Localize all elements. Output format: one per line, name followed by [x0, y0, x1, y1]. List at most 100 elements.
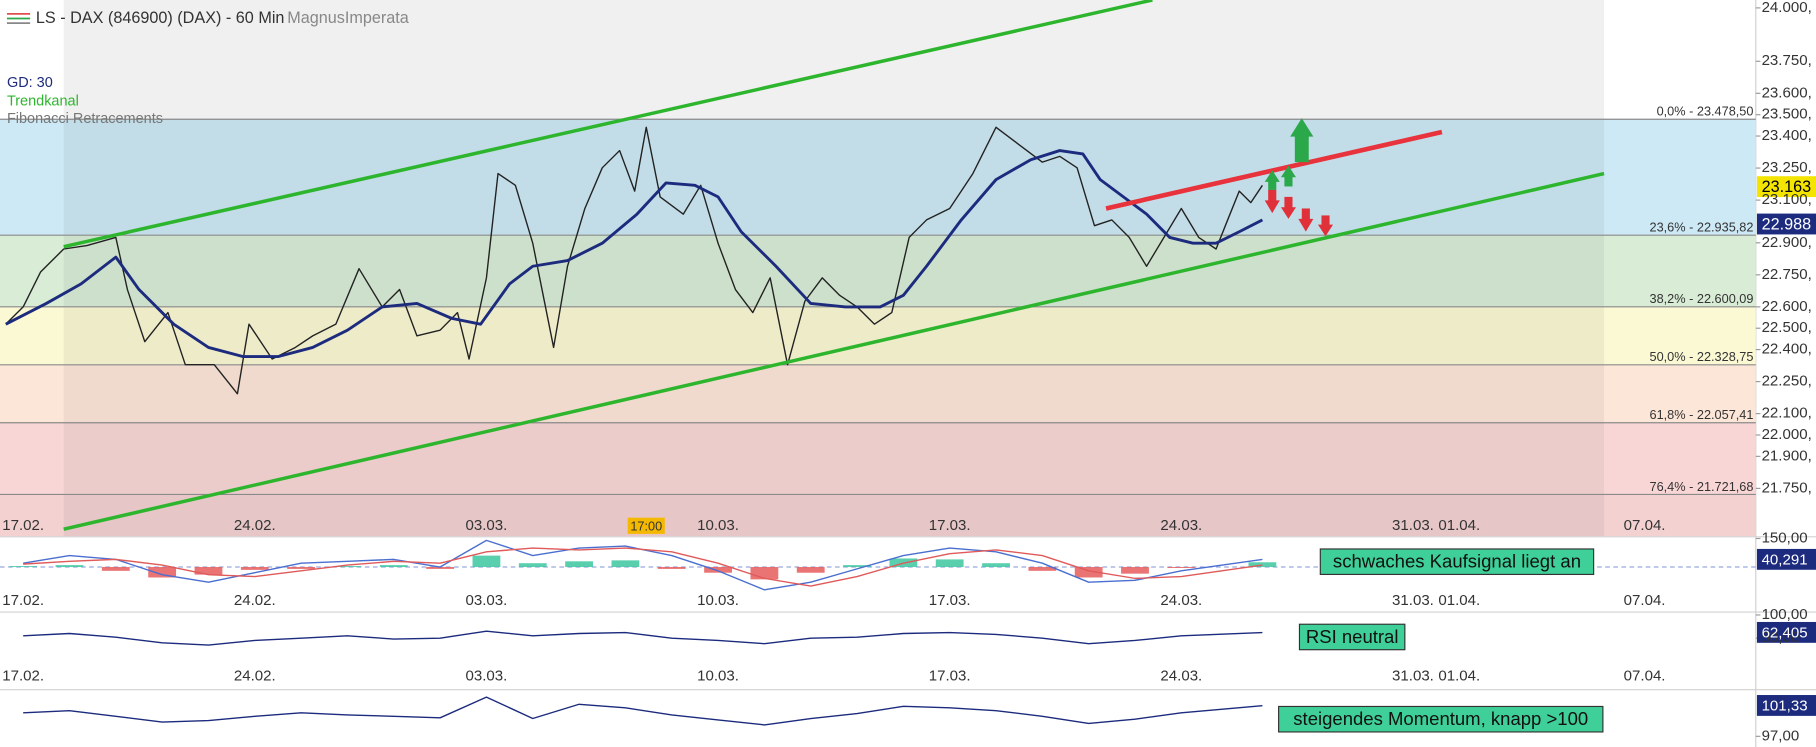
legend-entry: GD: 30 — [7, 75, 53, 91]
fib-band — [63, 0, 1605, 120]
annotation-box — [1319, 548, 1595, 576]
histogram-bar — [982, 563, 1010, 568]
signal-arrows — [1264, 118, 1334, 237]
fib-label: 61,8% - 22.057,41 — [1650, 407, 1754, 422]
y-tick-label: 50,00 — [1762, 629, 1800, 646]
fib-band — [0, 235, 1756, 307]
x-tick-label: 01.04. — [1438, 667, 1480, 684]
y-tick-label: 22.400, — [1762, 341, 1812, 358]
histogram-bar — [657, 567, 686, 569]
histogram-bar — [611, 560, 640, 568]
x-tick-label: 31.03. — [1392, 517, 1434, 534]
x-tick-label: 24.03. — [1160, 667, 1202, 684]
last-value-label: 101,33 — [1762, 698, 1808, 715]
last-value-label: 62,405 — [1762, 625, 1808, 642]
histogram-bar — [472, 555, 501, 568]
y-tick-label: 150,00 — [1762, 529, 1808, 546]
x-tick-label: 24.02. — [234, 517, 276, 534]
histogram-bar — [55, 565, 84, 568]
fib-band — [0, 422, 1756, 495]
x-tick-label: 17.02. — [2, 517, 44, 534]
author: MagnusImperata — [287, 9, 410, 27]
x-tick-label: 17.02. — [2, 667, 44, 684]
histogram-bar — [194, 567, 223, 575]
histogram-bar — [101, 567, 130, 571]
down-arrow — [1317, 215, 1334, 237]
trendline — [63, 0, 1153, 249]
y-tick-label: 23.750, — [1762, 52, 1812, 69]
y-tick-label: 100,00 — [1762, 606, 1808, 623]
marks — [5, 0, 1816, 726]
fib-band — [0, 494, 1756, 537]
up-arrow — [1264, 170, 1280, 190]
legend-entry: Fibonacci Retracements — [7, 111, 163, 127]
y-tick-label: 22.750, — [1762, 266, 1812, 283]
histogram-bar — [1167, 567, 1196, 568]
x-tick-label: 17.03. — [929, 592, 971, 609]
annotation: RSI neutral — [1306, 626, 1399, 647]
x-tick-label: 03.03. — [466, 667, 508, 684]
x-tick-label: 17.03. — [929, 667, 971, 684]
chart-title: LS - DAX (846900) (DAX) - 60 Min — [36, 9, 285, 27]
crosshair-box — [627, 517, 665, 534]
histogram-bar — [240, 567, 269, 570]
y-tick-label: 22.100, — [1762, 405, 1812, 422]
fib-label: 76,4% - 21.721,68 — [1650, 479, 1754, 494]
y-tick-label: 22.900, — [1762, 234, 1812, 251]
down-arrow — [1264, 189, 1280, 214]
x-tick-label: 03.03. — [466, 592, 508, 609]
histogram-bar — [750, 567, 779, 580]
y-tick-label: 97,00 — [1762, 727, 1800, 744]
y-tick-label: 21.750, — [1762, 479, 1812, 496]
fib-band — [0, 364, 1756, 423]
y-tick-label: 22.500, — [1762, 319, 1812, 336]
x-tick-label: 07.04. — [1624, 667, 1666, 684]
x-tick-label: 10.03. — [697, 667, 739, 684]
fib-band — [0, 306, 1756, 365]
down-arrow — [1298, 208, 1314, 232]
up-arrow — [1290, 118, 1314, 163]
price-line — [5, 126, 1263, 395]
annotation-box — [1278, 705, 1604, 733]
fib-label: 0,0% - 23.478,50 — [1657, 104, 1754, 119]
x-tick-label: 01.04. — [1438, 592, 1480, 609]
histogram-bar — [9, 566, 38, 568]
price-label-box — [1756, 213, 1816, 235]
histogram-bar — [333, 566, 362, 568]
x-tick-label: 03.03. — [466, 517, 508, 534]
fib-label: 50,0% - 22.328,75 — [1650, 349, 1754, 364]
histogram-bar — [1074, 567, 1103, 578]
histogram-bar — [935, 559, 964, 568]
x-tick-label: 24.03. — [1160, 517, 1202, 534]
histogram-bar — [379, 565, 408, 568]
moving-average — [5, 149, 1264, 359]
y-tick-label: 23.600, — [1762, 84, 1812, 101]
x-tick-label: 10.03. — [697, 592, 739, 609]
last-value-box — [1756, 695, 1816, 716]
price-label: 23.163 — [1762, 178, 1812, 196]
annotation-box — [1298, 623, 1406, 651]
histogram-bar — [426, 567, 454, 569]
x-tick-label: 10.03. — [697, 517, 739, 534]
y-tick-label: 22.250, — [1762, 373, 1812, 390]
fib-label: 23,6% - 22.935,82 — [1650, 220, 1754, 235]
histogram-bar — [518, 563, 547, 568]
up-arrow — [1280, 165, 1296, 187]
x-tick-label: 31.03. — [1392, 667, 1434, 684]
fib-label: 38,2% - 22.600,09 — [1650, 291, 1754, 306]
y-tick-label: 22.000, — [1762, 426, 1812, 443]
histogram-bar — [704, 567, 732, 573]
fib-box-shade — [63, 119, 1605, 537]
x-tick-label: 24.02. — [234, 592, 276, 609]
fib-band — [0, 119, 1756, 236]
x-tick-label: 17.03. — [929, 517, 971, 534]
y-tick-label: 21.900, — [1762, 447, 1812, 464]
histogram-bar — [1121, 567, 1149, 574]
histogram-bar — [1248, 562, 1277, 568]
down-arrow — [1280, 196, 1296, 219]
x-tick-label: 31.03. — [1392, 592, 1434, 609]
macd-line — [23, 539, 1263, 591]
histogram-bar — [843, 565, 871, 568]
